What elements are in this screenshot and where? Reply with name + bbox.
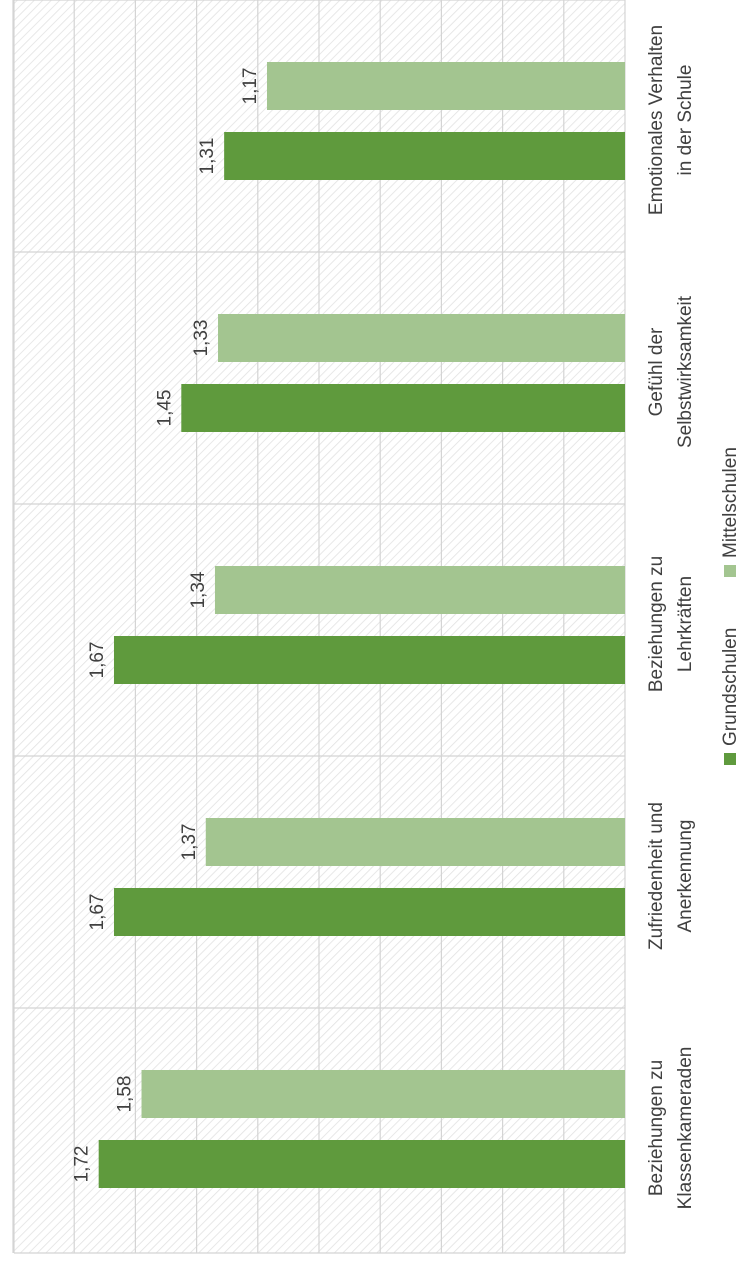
category-label: Selbstwirksamkeit [675,295,696,448]
bar-mittelschulen [141,1070,625,1118]
legend-swatch-mittelschulen [724,565,736,577]
data-label: 1,72 [72,1146,93,1183]
category-label: Gefühl der [646,327,667,416]
data-label: 1,67 [87,642,108,679]
bar-mittelschulen [218,314,625,362]
bar-mittelschulen [214,566,625,614]
bars [98,62,626,1188]
category-label: Klassenkameraden [675,1047,696,1210]
category-label: Lehrkräften [675,576,696,672]
bar-grundschulen [98,1140,626,1188]
bar-mittelschulen [266,62,625,110]
legend-label: Mittelschulen [720,447,741,558]
bar-grundschulen [181,384,626,432]
bar-grundschulen [224,132,625,180]
data-label: 1,17 [240,68,261,105]
bar-grundschulen [113,888,625,936]
data-label: 1,67 [87,894,108,931]
bar-grundschulen [113,636,625,684]
category-label: Beziehungen zu [646,1060,667,1196]
category-label: Anerkennung [675,819,696,932]
category-labels: Emotionales Verhalten in der Schule Gefühl… [646,25,696,1209]
data-label: 1,33 [191,320,212,357]
category-label: Zufriedenheit und [646,802,667,950]
category-label: Beziehungen zu [646,556,667,692]
data-label: 1,31 [197,138,218,175]
legend: Grundschulen Mittelschulen [720,447,741,765]
data-label: 1,34 [188,571,209,608]
category-label: Emotionales Verhalten [646,25,667,215]
data-labels: 1,31 1,45 1,67 1,67 1,72 1,17 1,33 1,34 1,37 1,58 [72,68,261,1183]
data-label: 1,37 [179,824,200,861]
gridlines [12,0,626,1254]
bar-mittelschulen [205,818,625,866]
legend-swatch-grundschulen [724,753,736,765]
data-label: 1,45 [154,390,175,427]
data-label: 1,58 [115,1076,136,1113]
legend-label: Grundschulen [720,628,741,746]
category-label: in der Schule [675,65,696,176]
